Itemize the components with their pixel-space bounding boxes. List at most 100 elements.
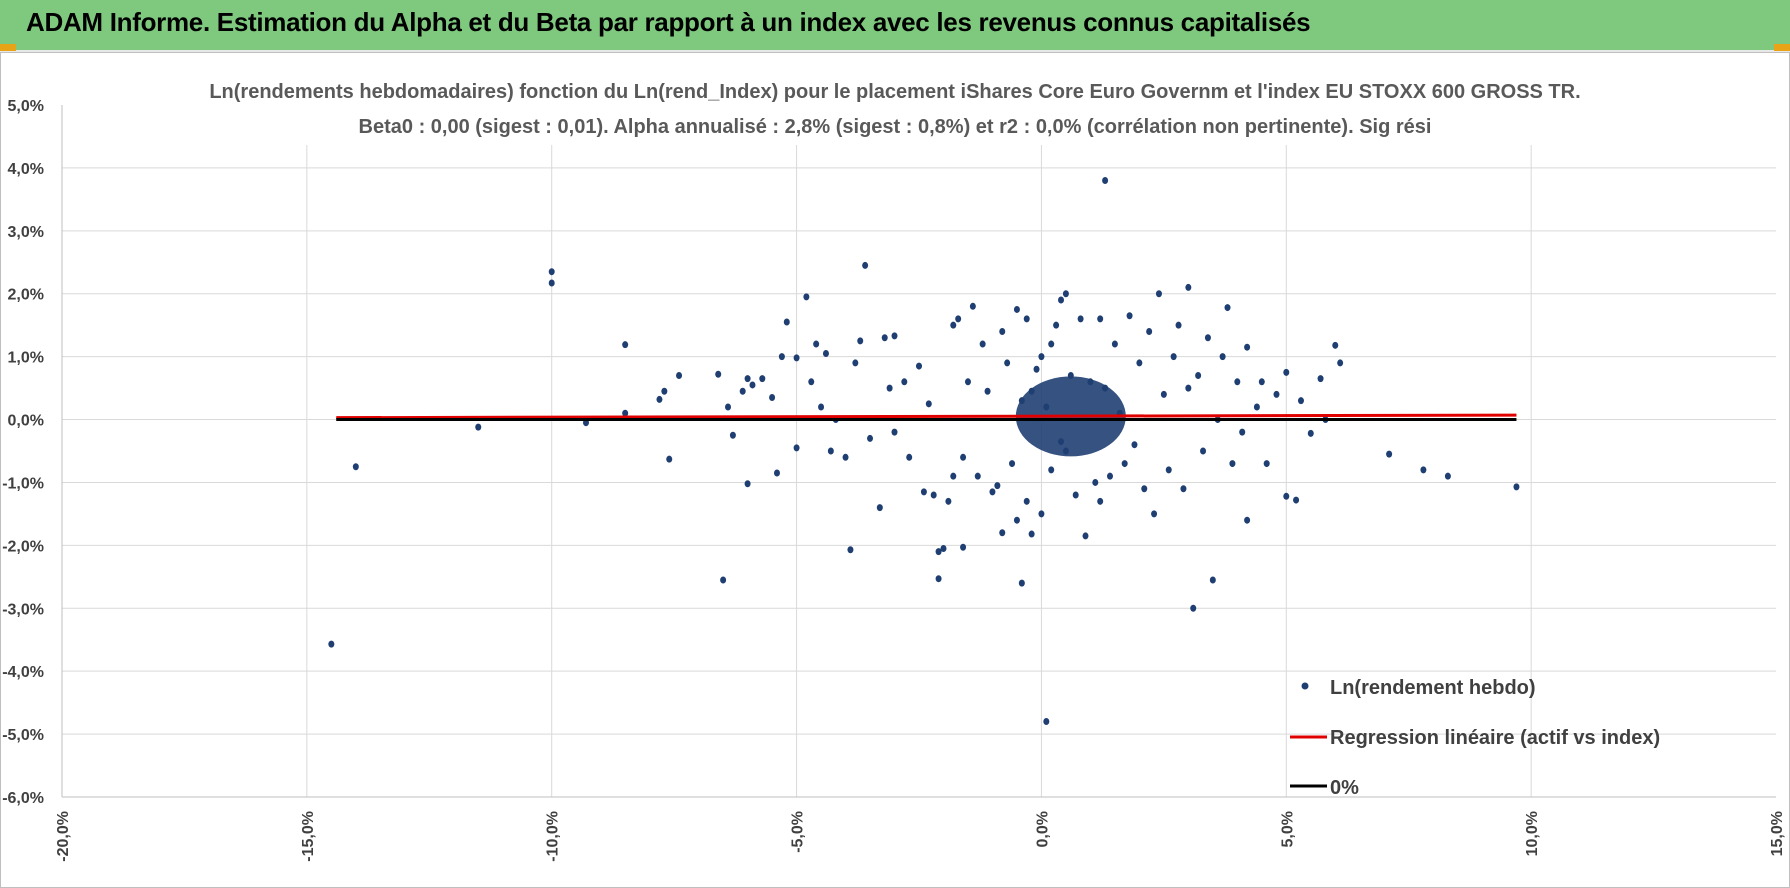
data-point [1386, 450, 1393, 458]
banner-corner-left [0, 44, 16, 51]
y-tick-label: -3,0% [2, 601, 44, 618]
gridlines [62, 145, 1776, 797]
data-point [1121, 460, 1128, 468]
data-point [1253, 403, 1260, 411]
data-point [1077, 315, 1084, 323]
data-point [1038, 353, 1045, 361]
data-point [1102, 176, 1109, 184]
data-point [803, 293, 810, 301]
data-point [1048, 340, 1055, 348]
data-point [1239, 428, 1246, 436]
data-point [1151, 510, 1158, 518]
data-point [969, 302, 976, 310]
data-point [1195, 372, 1202, 380]
data-point [793, 444, 800, 452]
data-point [1023, 315, 1030, 323]
legend-label-zero: 0% [1330, 777, 1359, 799]
data-point [852, 359, 859, 367]
data-point [1146, 327, 1153, 335]
x-tick-label: 10,0% [1524, 811, 1541, 856]
data-point [769, 394, 776, 402]
y-tick-label: 4,0% [8, 161, 44, 178]
data-point [1013, 516, 1020, 524]
data-point [989, 488, 996, 496]
data-point [891, 428, 898, 436]
data-point [920, 488, 927, 496]
data-point [1048, 466, 1055, 474]
data-point [827, 447, 834, 455]
data-point [1200, 447, 1207, 455]
data-point [1028, 530, 1035, 538]
data-point [901, 378, 908, 386]
data-point [1244, 343, 1251, 351]
data-point [935, 548, 942, 556]
regression-line [336, 413, 1517, 420]
data-point [744, 480, 751, 488]
data-point [1332, 341, 1339, 349]
banner-corner-right [1774, 44, 1790, 51]
data-point [1082, 532, 1089, 540]
data-point [1337, 359, 1344, 367]
data-point [1141, 485, 1148, 493]
data-point [778, 353, 785, 361]
data-point [720, 576, 727, 584]
title-banner: ADAM Informe. Estimation du Alpha et du … [0, 0, 1790, 52]
data-point [886, 384, 893, 392]
data-point [759, 375, 766, 383]
x-tick-label: -10,0% [545, 811, 562, 862]
data-point [475, 423, 482, 431]
data-point [352, 463, 359, 471]
data-point [1170, 353, 1177, 361]
data-point [1072, 491, 1079, 499]
data-point [876, 504, 883, 512]
data-point [891, 332, 898, 340]
data-point [1053, 321, 1060, 329]
data-point [979, 340, 986, 348]
data-point [1062, 290, 1069, 298]
data-point [1004, 359, 1011, 367]
data-point [862, 261, 869, 269]
axes: 5,0% 4,0% 3,0% 2,0% 1,0% 0,0% -1,0% -2,0% -3,0% -… [2, 98, 1786, 862]
data-point [666, 455, 673, 463]
data-point [1204, 334, 1211, 342]
data-point [1224, 304, 1231, 312]
data-point [676, 372, 683, 380]
data-point [935, 575, 942, 583]
data-point [925, 400, 932, 408]
data-point [1023, 497, 1030, 505]
data-point [1097, 497, 1104, 505]
data-point [960, 453, 967, 461]
data-point [1018, 579, 1025, 587]
data-point [1283, 368, 1290, 376]
data-points [328, 176, 1520, 726]
data-point [999, 327, 1006, 335]
data-point [622, 341, 629, 349]
data-point [881, 334, 888, 342]
data-point [1175, 321, 1182, 329]
y-tick-label: 0,0% [8, 413, 44, 430]
data-point [1185, 384, 1192, 392]
data-point [1263, 460, 1270, 468]
page-title: ADAM Informe. Estimation du Alpha et du … [26, 7, 1311, 37]
data-point [1165, 466, 1172, 474]
data-point [930, 491, 937, 499]
data-point [984, 387, 991, 395]
y-tick-label: -6,0% [2, 790, 44, 807]
series-lines [336, 413, 1517, 422]
x-tick-label: -15,0% [300, 811, 317, 862]
data-point [1307, 429, 1314, 437]
data-point [1043, 718, 1050, 726]
y-tick-label: -2,0% [2, 538, 44, 555]
x-tick-label: -20,0% [55, 811, 72, 862]
data-point [1229, 460, 1236, 468]
data-point [847, 546, 854, 554]
data-point [822, 349, 829, 357]
data-point [1111, 340, 1118, 348]
data-point [1131, 441, 1138, 449]
data-point [1293, 496, 1300, 504]
data-point [548, 279, 555, 287]
legend: Ln(rendement hebdo) Regression linéaire (… [1290, 677, 1660, 799]
data-point [739, 387, 746, 395]
data-point [1058, 296, 1065, 304]
